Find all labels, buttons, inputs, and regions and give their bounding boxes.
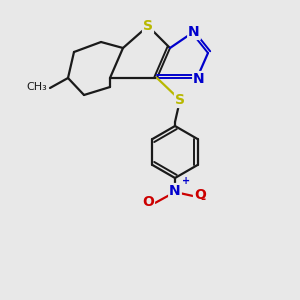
Text: N: N [169, 184, 181, 198]
Text: -: - [200, 193, 206, 206]
Text: S: S [175, 93, 185, 107]
Text: O: O [194, 188, 206, 202]
Text: N: N [193, 72, 205, 86]
Text: N: N [188, 25, 200, 39]
Text: +: + [182, 176, 190, 186]
Text: O: O [142, 195, 154, 209]
Text: S: S [143, 19, 153, 33]
Text: CH₃: CH₃ [26, 82, 47, 92]
